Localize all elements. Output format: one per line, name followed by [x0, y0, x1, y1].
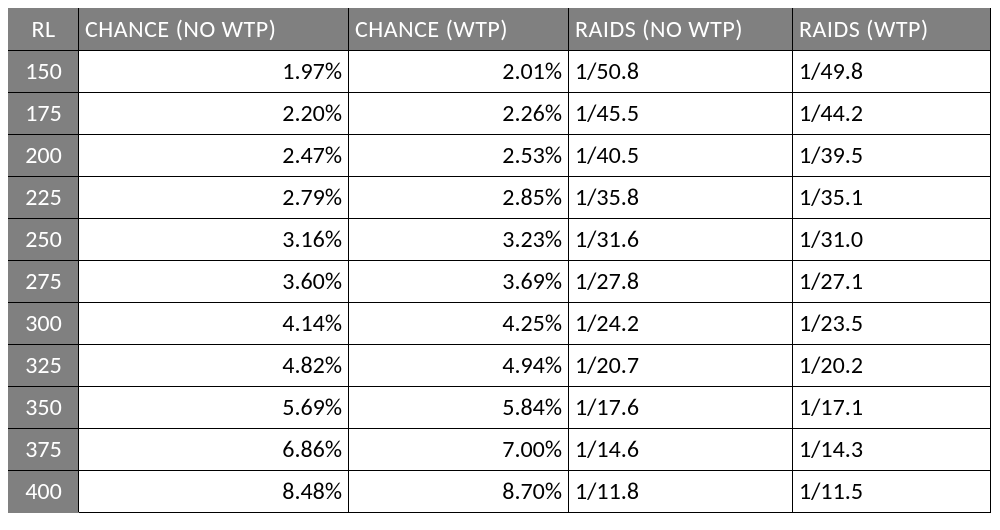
table-row: 150 1.97% 2.01% 1/50.8 1/49.8	[9, 51, 991, 93]
row-label: 375	[9, 429, 79, 471]
cell-raids-wtp: 1/35.1	[793, 177, 991, 219]
cell-chance-no-wtp: 5.69%	[79, 387, 349, 429]
table-row: 225 2.79% 2.85% 1/35.8 1/35.1	[9, 177, 991, 219]
cell-chance-wtp: 4.25%	[349, 303, 569, 345]
row-label: 325	[9, 345, 79, 387]
cell-raids-no-wtp: 1/35.8	[569, 177, 793, 219]
cell-chance-wtp: 3.69%	[349, 261, 569, 303]
row-label: 400	[9, 471, 79, 513]
cell-chance-wtp: 8.70%	[349, 471, 569, 513]
table-row: 325 4.82% 4.94% 1/20.7 1/20.2	[9, 345, 991, 387]
cell-raids-wtp: 1/39.5	[793, 135, 991, 177]
row-label: 150	[9, 51, 79, 93]
row-label: 350	[9, 387, 79, 429]
cell-chance-no-wtp: 2.47%	[79, 135, 349, 177]
cell-chance-wtp: 3.23%	[349, 219, 569, 261]
cell-raids-no-wtp: 1/24.2	[569, 303, 793, 345]
cell-chance-wtp: 7.00%	[349, 429, 569, 471]
cell-raids-no-wtp: 1/31.6	[569, 219, 793, 261]
cell-chance-wtp: 2.01%	[349, 51, 569, 93]
cell-chance-no-wtp: 2.20%	[79, 93, 349, 135]
cell-chance-wtp: 2.85%	[349, 177, 569, 219]
table-row: 275 3.60% 3.69% 1/27.8 1/27.1	[9, 261, 991, 303]
cell-raids-wtp: 1/23.5	[793, 303, 991, 345]
row-label: 300	[9, 303, 79, 345]
table-row: 350 5.69% 5.84% 1/17.6 1/17.1	[9, 387, 991, 429]
cell-chance-no-wtp: 3.16%	[79, 219, 349, 261]
table-row: 200 2.47% 2.53% 1/40.5 1/39.5	[9, 135, 991, 177]
cell-raids-wtp: 1/27.1	[793, 261, 991, 303]
table-row: 250 3.16% 3.23% 1/31.6 1/31.0	[9, 219, 991, 261]
cell-chance-no-wtp: 3.60%	[79, 261, 349, 303]
cell-raids-wtp: 1/31.0	[793, 219, 991, 261]
cell-raids-no-wtp: 1/50.8	[569, 51, 793, 93]
cell-raids-wtp: 1/49.8	[793, 51, 991, 93]
col-header-raids-no-wtp: RAIDS (NO WTP)	[569, 9, 793, 51]
row-label: 275	[9, 261, 79, 303]
table-row: 300 4.14% 4.25% 1/24.2 1/23.5	[9, 303, 991, 345]
cell-raids-wtp: 1/20.2	[793, 345, 991, 387]
cell-chance-no-wtp: 4.14%	[79, 303, 349, 345]
cell-chance-no-wtp: 1.97%	[79, 51, 349, 93]
cell-chance-wtp: 5.84%	[349, 387, 569, 429]
row-label: 175	[9, 93, 79, 135]
table-row: 375 6.86% 7.00% 1/14.6 1/14.3	[9, 429, 991, 471]
table-header-row: RL CHANCE (NO WTP) CHANCE (WTP) RAIDS (N…	[9, 9, 991, 51]
cell-chance-wtp: 2.26%	[349, 93, 569, 135]
cell-raids-wtp: 1/14.3	[793, 429, 991, 471]
row-label: 200	[9, 135, 79, 177]
table-frame: RL CHANCE (NO WTP) CHANCE (WTP) RAIDS (N…	[0, 0, 1000, 530]
cell-chance-no-wtp: 8.48%	[79, 471, 349, 513]
col-header-chance-wtp: CHANCE (WTP)	[349, 9, 569, 51]
cell-raids-no-wtp: 1/17.6	[569, 387, 793, 429]
cell-raids-no-wtp: 1/20.7	[569, 345, 793, 387]
col-header-rl: RL	[9, 9, 79, 51]
table-row: 175 2.20% 2.26% 1/45.5 1/44.2	[9, 93, 991, 135]
cell-chance-no-wtp: 4.82%	[79, 345, 349, 387]
cell-raids-no-wtp: 1/40.5	[569, 135, 793, 177]
col-header-raids-wtp: RAIDS (WTP)	[793, 9, 991, 51]
cell-chance-wtp: 4.94%	[349, 345, 569, 387]
table-body: 150 1.97% 2.01% 1/50.8 1/49.8 175 2.20% …	[9, 51, 991, 513]
cell-raids-wtp: 1/17.1	[793, 387, 991, 429]
cell-chance-no-wtp: 6.86%	[79, 429, 349, 471]
cell-raids-wtp: 1/11.5	[793, 471, 991, 513]
cell-raids-no-wtp: 1/45.5	[569, 93, 793, 135]
table-row: 400 8.48% 8.70% 1/11.8 1/11.5	[9, 471, 991, 513]
cell-raids-wtp: 1/44.2	[793, 93, 991, 135]
cell-chance-no-wtp: 2.79%	[79, 177, 349, 219]
row-label: 225	[9, 177, 79, 219]
cell-raids-no-wtp: 1/14.6	[569, 429, 793, 471]
col-header-chance-no-wtp: CHANCE (NO WTP)	[79, 9, 349, 51]
cell-chance-wtp: 2.53%	[349, 135, 569, 177]
raid-level-table: RL CHANCE (NO WTP) CHANCE (WTP) RAIDS (N…	[8, 8, 991, 513]
cell-raids-no-wtp: 1/27.8	[569, 261, 793, 303]
cell-raids-no-wtp: 1/11.8	[569, 471, 793, 513]
row-label: 250	[9, 219, 79, 261]
